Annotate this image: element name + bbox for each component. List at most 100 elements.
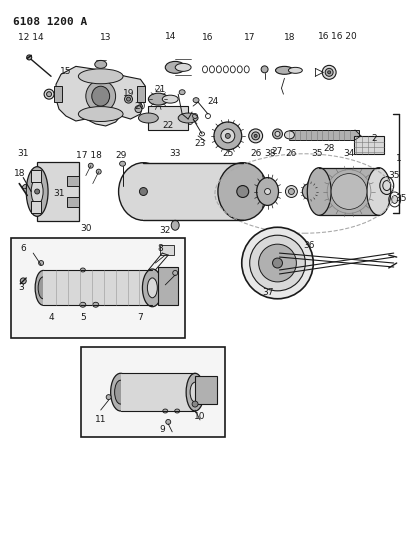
Text: 8: 8 — [157, 244, 163, 253]
Ellipse shape — [193, 98, 198, 103]
Text: 2: 2 — [370, 134, 376, 143]
Text: 9: 9 — [159, 425, 165, 434]
Ellipse shape — [85, 80, 115, 112]
Ellipse shape — [174, 409, 179, 413]
Ellipse shape — [285, 185, 297, 197]
Polygon shape — [56, 67, 145, 126]
Ellipse shape — [275, 67, 293, 74]
Bar — [195, 376, 216, 404]
Text: 20: 20 — [135, 102, 146, 110]
Text: 35: 35 — [387, 171, 398, 180]
Ellipse shape — [92, 86, 109, 106]
Text: 13: 13 — [100, 33, 111, 42]
Ellipse shape — [321, 66, 335, 79]
Ellipse shape — [78, 69, 123, 84]
Ellipse shape — [31, 179, 43, 205]
Ellipse shape — [110, 373, 130, 411]
Text: 24: 24 — [207, 96, 218, 106]
Bar — [67, 175, 79, 185]
Text: 28: 28 — [323, 144, 334, 154]
Ellipse shape — [96, 169, 101, 174]
Ellipse shape — [26, 167, 48, 216]
Ellipse shape — [274, 132, 279, 136]
Ellipse shape — [190, 382, 200, 402]
Text: 33: 33 — [169, 149, 180, 158]
Text: 26: 26 — [285, 149, 297, 158]
Ellipse shape — [248, 129, 262, 143]
Ellipse shape — [92, 302, 99, 307]
Text: 25: 25 — [222, 149, 233, 158]
Ellipse shape — [330, 174, 366, 209]
Text: 6: 6 — [20, 244, 26, 253]
Bar — [31, 201, 41, 213]
Ellipse shape — [272, 258, 282, 268]
Ellipse shape — [178, 113, 198, 123]
Text: 7: 7 — [137, 313, 143, 322]
Text: 30: 30 — [80, 224, 91, 233]
Bar — [289, 130, 358, 140]
Text: 23: 23 — [194, 139, 205, 148]
Ellipse shape — [179, 90, 185, 95]
Text: 34: 34 — [342, 149, 354, 158]
Bar — [37, 161, 79, 221]
Text: 38: 38 — [263, 149, 274, 158]
Ellipse shape — [35, 270, 51, 305]
Ellipse shape — [171, 220, 179, 230]
Ellipse shape — [272, 129, 282, 139]
Ellipse shape — [186, 373, 204, 411]
Ellipse shape — [256, 177, 278, 205]
Text: 17 18: 17 18 — [76, 151, 101, 160]
Ellipse shape — [106, 394, 111, 400]
Ellipse shape — [20, 278, 26, 284]
Ellipse shape — [217, 163, 267, 220]
Text: 14: 14 — [164, 32, 175, 41]
Bar — [160, 245, 174, 255]
Text: 21: 21 — [154, 85, 166, 94]
Text: 35: 35 — [311, 149, 322, 158]
Text: 12 14: 12 14 — [18, 33, 44, 42]
Ellipse shape — [391, 196, 397, 204]
Text: 22: 22 — [162, 122, 173, 131]
Ellipse shape — [165, 419, 170, 424]
Text: 31: 31 — [53, 189, 65, 198]
Text: 32: 32 — [159, 226, 171, 235]
Ellipse shape — [162, 409, 167, 413]
Ellipse shape — [142, 269, 162, 306]
Bar — [143, 163, 242, 220]
Ellipse shape — [165, 61, 185, 74]
Bar — [11, 238, 185, 337]
Ellipse shape — [78, 107, 123, 122]
Ellipse shape — [38, 277, 48, 299]
Ellipse shape — [162, 95, 178, 103]
Ellipse shape — [115, 380, 126, 404]
Bar — [158, 267, 178, 305]
Ellipse shape — [80, 268, 85, 272]
Ellipse shape — [264, 189, 270, 195]
Ellipse shape — [35, 189, 40, 194]
Text: 27: 27 — [271, 147, 283, 156]
Ellipse shape — [213, 122, 241, 150]
Ellipse shape — [94, 60, 106, 68]
Text: 36: 36 — [303, 240, 314, 249]
Text: 16: 16 — [318, 32, 329, 41]
Ellipse shape — [251, 132, 259, 140]
Text: 15: 15 — [60, 67, 72, 76]
Ellipse shape — [382, 181, 390, 190]
Text: 31: 31 — [18, 149, 29, 158]
Bar — [67, 197, 79, 207]
Text: 3: 3 — [18, 284, 24, 293]
Ellipse shape — [147, 278, 157, 298]
Text: 1: 1 — [395, 154, 400, 163]
Text: 18: 18 — [283, 33, 294, 42]
Ellipse shape — [124, 95, 132, 103]
Ellipse shape — [366, 168, 390, 215]
Ellipse shape — [80, 302, 85, 307]
Ellipse shape — [258, 244, 296, 282]
Ellipse shape — [22, 184, 28, 189]
Text: 16 20: 16 20 — [330, 32, 356, 41]
Ellipse shape — [327, 71, 330, 74]
Text: 11: 11 — [95, 415, 106, 424]
Ellipse shape — [148, 93, 168, 105]
Ellipse shape — [38, 261, 43, 265]
Bar — [81, 348, 224, 437]
